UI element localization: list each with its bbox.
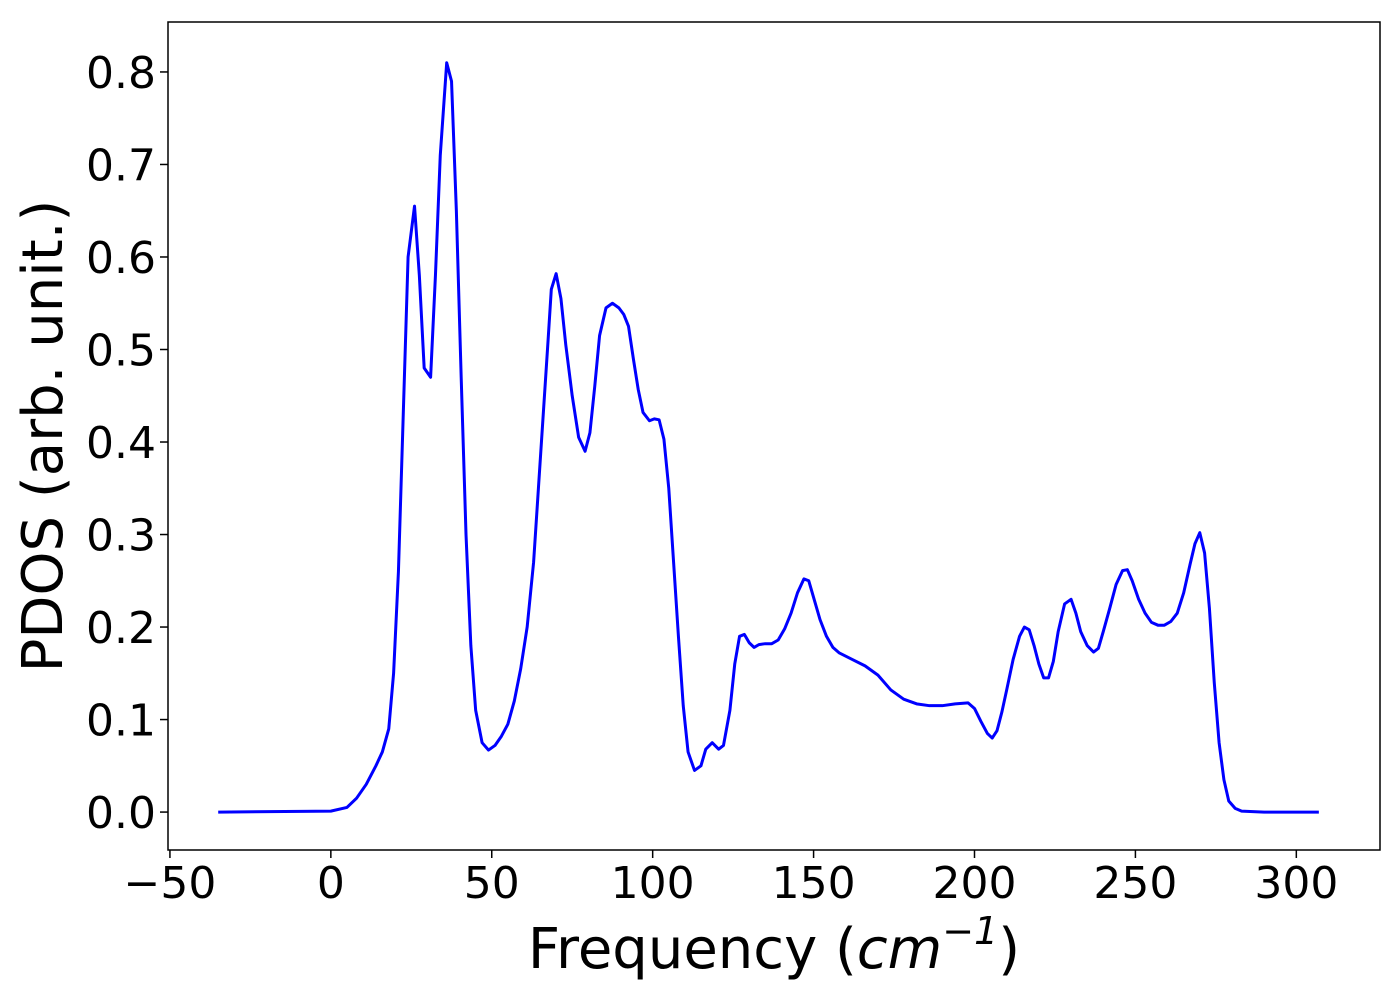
y-tick-label: 0.0 <box>86 788 156 839</box>
x-tick-label: −50 <box>124 858 217 909</box>
y-tick-label: 0.4 <box>86 418 156 469</box>
y-tick-label: 0.5 <box>86 325 156 376</box>
pdos-line <box>218 61 1319 814</box>
y-tick-label: 0.6 <box>86 233 156 284</box>
x-tick-label: 50 <box>464 858 520 909</box>
y-tick-label: 0.3 <box>86 511 156 562</box>
x-label-text: Frequency ( <box>528 917 857 982</box>
x-tick-label: 250 <box>1093 858 1177 909</box>
x-tick-label: 0 <box>317 858 345 909</box>
plot-frame <box>167 21 1381 851</box>
x-tick-label: 200 <box>933 858 1017 909</box>
x-label-unit: cm <box>857 917 942 982</box>
y-tick-label: 0.2 <box>86 603 156 654</box>
x-tick-label: 100 <box>611 858 695 909</box>
y-tick-label: 0.1 <box>86 696 156 747</box>
x-tick-label: 300 <box>1254 858 1338 909</box>
x-label-close: ) <box>998 917 1020 982</box>
y-tick-label: 0.7 <box>86 140 156 191</box>
x-tick-label: 150 <box>772 858 856 909</box>
y-tick-label: 0.8 <box>86 48 156 99</box>
x-label-exponent: −1 <box>942 909 998 953</box>
y-axis-label: PDOS (arb. unit.) <box>11 200 76 673</box>
x-axis-label: Frequency (cm−1) <box>528 909 1020 982</box>
